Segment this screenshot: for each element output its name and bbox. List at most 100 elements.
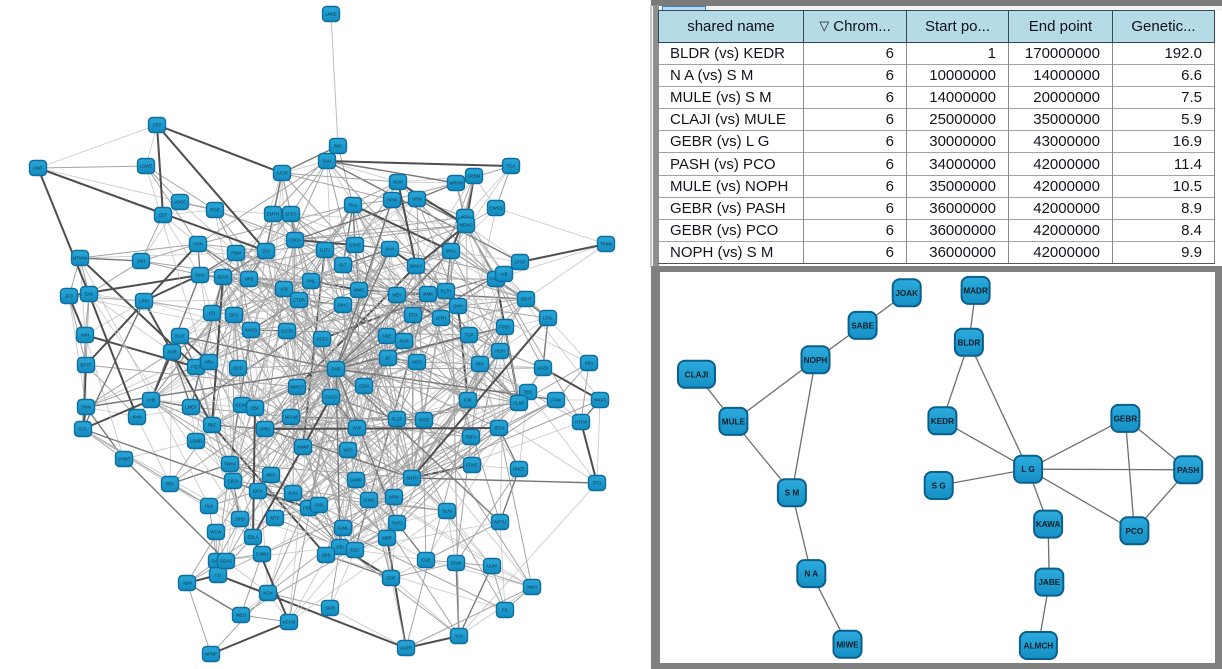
svg-text:LNKE: LNKE	[325, 12, 336, 17]
svg-text:JEFA: JEFA	[494, 426, 504, 431]
svg-text:BPTF: BPTF	[81, 363, 92, 368]
svg-text:WEU: WEU	[236, 613, 246, 618]
svg-text:TCA: TCA	[507, 164, 516, 169]
svg-text:AHB: AHB	[147, 398, 156, 403]
svg-text:POR: POR	[167, 350, 176, 355]
svg-text:CWSS: CWSS	[490, 206, 503, 211]
svg-text:FPBC: FPBC	[499, 325, 510, 330]
svg-text:MULE: MULE	[722, 417, 746, 426]
svg-text:WRNN: WRNN	[449, 181, 462, 186]
svg-text:UGEK: UGEK	[537, 366, 549, 371]
svg-text:IOEB: IOEB	[419, 418, 429, 423]
svg-text:RBM: RBM	[231, 251, 241, 256]
svg-text:HCN: HCN	[193, 242, 202, 247]
svg-text:DCFJ: DCFJ	[317, 337, 328, 342]
svg-text:TRKM: TRKM	[600, 242, 613, 247]
svg-text:FLML: FLML	[338, 526, 350, 531]
svg-text:HLM: HLM	[399, 339, 408, 344]
svg-text:ICWS: ICWS	[363, 498, 374, 503]
svg-text:OBF: OBF	[251, 406, 260, 411]
svg-text:KJJ: KJJ	[455, 634, 462, 639]
svg-text:ALMCH: ALMCH	[1024, 642, 1054, 651]
svg-text:UHWT: UHWT	[118, 457, 131, 462]
svg-text:RGE: RGE	[210, 208, 219, 213]
svg-text:OUU: OUU	[195, 273, 205, 278]
svg-text:FLGF: FLGF	[392, 417, 403, 422]
svg-text:GSHE: GSHE	[349, 243, 361, 248]
svg-text:EDC: EDC	[350, 548, 359, 553]
svg-text:SBHT: SBHT	[520, 297, 532, 302]
svg-text:KCCM: KCCM	[283, 620, 296, 625]
svg-text:CLMT: CLMT	[513, 401, 525, 406]
svg-text:KHN: KHN	[132, 415, 141, 420]
svg-text:MPAM: MPAM	[285, 415, 298, 420]
svg-text:WPTU: WPTU	[494, 520, 507, 525]
svg-text:DAB: DAB	[332, 367, 341, 372]
svg-text:N A: N A	[804, 570, 818, 579]
svg-text:L G: L G	[1021, 465, 1035, 474]
svg-text:MTWW: MTWW	[73, 256, 88, 261]
svg-text:AJGR: AJGR	[276, 171, 287, 176]
svg-text:FBDK: FBDK	[303, 506, 315, 511]
svg-text:MKH: MKH	[527, 585, 537, 590]
svg-text:SABE: SABE	[851, 321, 874, 330]
svg-text:SWN: SWN	[81, 405, 91, 410]
svg-text:GJTJ: GJTJ	[320, 248, 330, 253]
svg-text:HTFM: HTFM	[575, 420, 587, 425]
svg-text:JOAK: JOAK	[895, 289, 918, 298]
svg-text:DJMP: DJMP	[350, 478, 362, 483]
svg-text:WJP: WJP	[352, 426, 361, 431]
svg-text:WJC: WJC	[343, 448, 352, 453]
svg-text:OBI: OBI	[336, 545, 343, 550]
svg-text:NOPH: NOPH	[804, 356, 828, 365]
svg-text:SLNI: SLNI	[442, 509, 452, 514]
svg-text:MTS: MTS	[270, 516, 279, 521]
svg-text:HLK: HLK	[205, 504, 213, 509]
svg-text:NAH: NAH	[385, 247, 394, 252]
svg-text:LFFH: LFFH	[436, 316, 447, 321]
svg-text:PIL: PIL	[502, 608, 509, 613]
svg-text:SFPC: SFPC	[285, 212, 296, 217]
svg-text:JJHD: JJHD	[235, 517, 246, 522]
svg-text:KAWA: KAWA	[1036, 520, 1061, 529]
svg-text:JDGR: JDGR	[217, 275, 229, 280]
svg-text:S G: S G	[932, 482, 946, 491]
svg-text:GOJO: GOJO	[281, 329, 294, 334]
svg-text:DOD: DOD	[233, 366, 243, 371]
svg-text:TED: TED	[524, 390, 533, 395]
svg-text:MENG: MENG	[460, 223, 474, 228]
svg-text:NCN: NCN	[263, 591, 272, 596]
svg-text:EGM: EGM	[359, 384, 369, 389]
svg-text:WMC: WMC	[354, 288, 365, 293]
svg-text:THPJ: THPJ	[392, 521, 403, 526]
svg-text:UUM: UUM	[487, 564, 497, 569]
svg-text:SUU: SUU	[322, 159, 331, 164]
svg-text:LEI: LEI	[209, 311, 215, 316]
svg-text:UWF: UWF	[33, 166, 43, 171]
svg-text:LMEF: LMEF	[185, 405, 197, 410]
svg-text:ETD: ETD	[409, 313, 418, 318]
svg-text:KJK: KJK	[464, 398, 472, 403]
svg-text:CACG: CACG	[325, 395, 338, 400]
svg-text:HUH: HUH	[495, 349, 504, 354]
svg-text:LPSP: LPSP	[515, 260, 526, 265]
svg-text:KNDS: KNDS	[245, 328, 257, 333]
svg-text:IWC: IWC	[334, 144, 342, 149]
svg-text:GKE: GKE	[382, 334, 391, 339]
svg-text:UOGC: UOGC	[174, 200, 187, 205]
svg-text:ICTL: ICTL	[78, 427, 88, 432]
svg-text:SPBC: SPBC	[259, 427, 271, 432]
svg-text:NEH: NEH	[392, 293, 401, 298]
svg-text:MBR: MBR	[382, 536, 392, 541]
svg-text:EAF: EAF	[85, 292, 94, 297]
svg-text:KEDR: KEDR	[931, 417, 954, 426]
svg-text:FNW: FNW	[551, 398, 562, 403]
svg-text:CLAJI: CLAJI	[685, 370, 709, 379]
svg-text:ABM: ABM	[182, 581, 192, 586]
svg-text:GDAG: GDAG	[220, 559, 233, 564]
svg-text:KBA: KBA	[585, 361, 594, 366]
svg-text:CBJA: CBJA	[228, 479, 239, 484]
svg-text:DNEE: DNEE	[513, 467, 525, 472]
svg-text:KUU: KUU	[288, 491, 297, 496]
svg-text:FIDT: FIDT	[191, 365, 201, 370]
